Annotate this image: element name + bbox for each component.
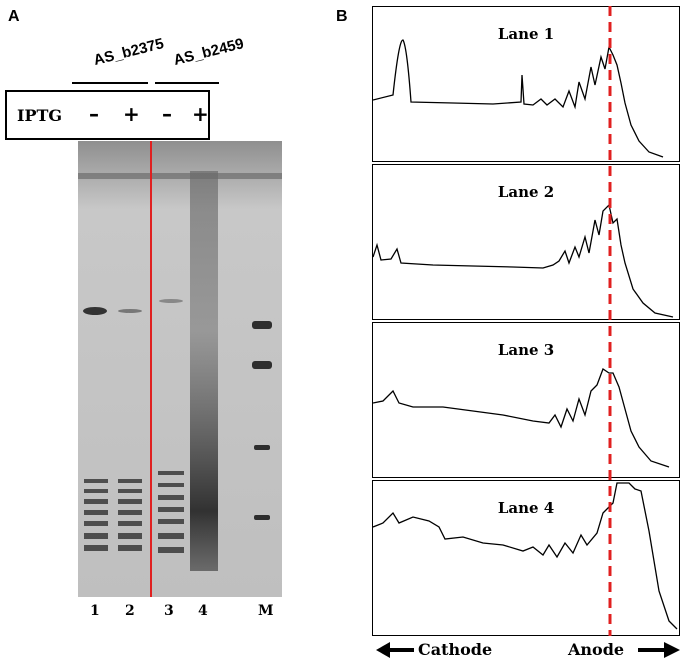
panel-b-letter: B — [336, 8, 348, 25]
iptg-sign-lane1: – — [89, 102, 99, 126]
construct-label-b2375: AS_b2375 — [91, 35, 166, 69]
trace-label-lane4: Lane 4 — [497, 499, 555, 517]
lane-number-3: 3 — [164, 603, 174, 619]
reference-dashed-line — [608, 6, 612, 636]
lane1-main-band — [83, 307, 107, 315]
trace-curve-lane2 — [373, 203, 674, 318]
panel-a-letter: A — [8, 8, 20, 25]
lane-number-1: 1 — [90, 603, 100, 619]
trace-panel-lane4: Lane 4 — [372, 480, 680, 636]
lane2-faint-band — [118, 309, 142, 313]
construct-underline-b2375 — [72, 82, 148, 84]
lane-number-4: 4 — [198, 603, 208, 619]
cathode-label: Cathode — [418, 640, 493, 659]
iptg-sign-lane3: – — [162, 102, 172, 126]
gel-image — [78, 141, 282, 597]
lane3-faint-band — [159, 299, 183, 303]
iptg-sign-lane2: + — [123, 102, 140, 126]
iptg-sign-lane4: + — [192, 102, 209, 126]
construct-label-b2459: AS_b2459 — [171, 35, 246, 69]
cathode-arrow-icon — [376, 642, 414, 658]
trace-curve-lane3 — [373, 368, 670, 468]
anode-label: Anode — [568, 640, 625, 659]
oligomer-ladder-bands — [84, 471, 184, 553]
lane4-smear — [190, 171, 218, 571]
trace-label-lane1: Lane 1 — [497, 25, 555, 43]
trace-curve-lane4 — [373, 482, 678, 630]
gel-background — [78, 141, 282, 597]
trace-panel-lane3: Lane 3 — [372, 322, 680, 478]
anode-arrow-icon — [638, 642, 680, 658]
iptg-label: IPTG — [17, 106, 63, 125]
construct-underline-b2459 — [155, 82, 219, 84]
lane-number-marker: M — [258, 603, 274, 619]
trace-label-lane2: Lane 2 — [497, 183, 555, 201]
lane-number-2: 2 — [125, 603, 135, 619]
trace-panel-lane2: Lane 2 — [372, 164, 680, 320]
iptg-box: IPTG – + – + — [5, 90, 210, 140]
gel-well-band — [78, 173, 282, 179]
trace-panel-lane1: Lane 1 — [372, 6, 680, 162]
marker-bands — [252, 321, 272, 520]
trace-label-lane3: Lane 3 — [497, 341, 555, 359]
